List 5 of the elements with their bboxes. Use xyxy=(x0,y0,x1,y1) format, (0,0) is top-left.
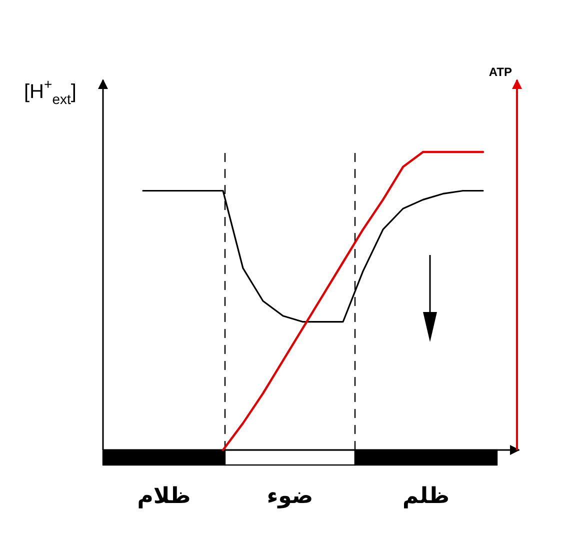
text: ضوء xyxy=(266,484,314,509)
text: ظلم xyxy=(402,484,450,509)
text: ظلام xyxy=(137,484,191,509)
y-axis-title: [H$^{+}$$_{ext}$] xyxy=(24,76,76,107)
text: ATP xyxy=(488,65,512,79)
